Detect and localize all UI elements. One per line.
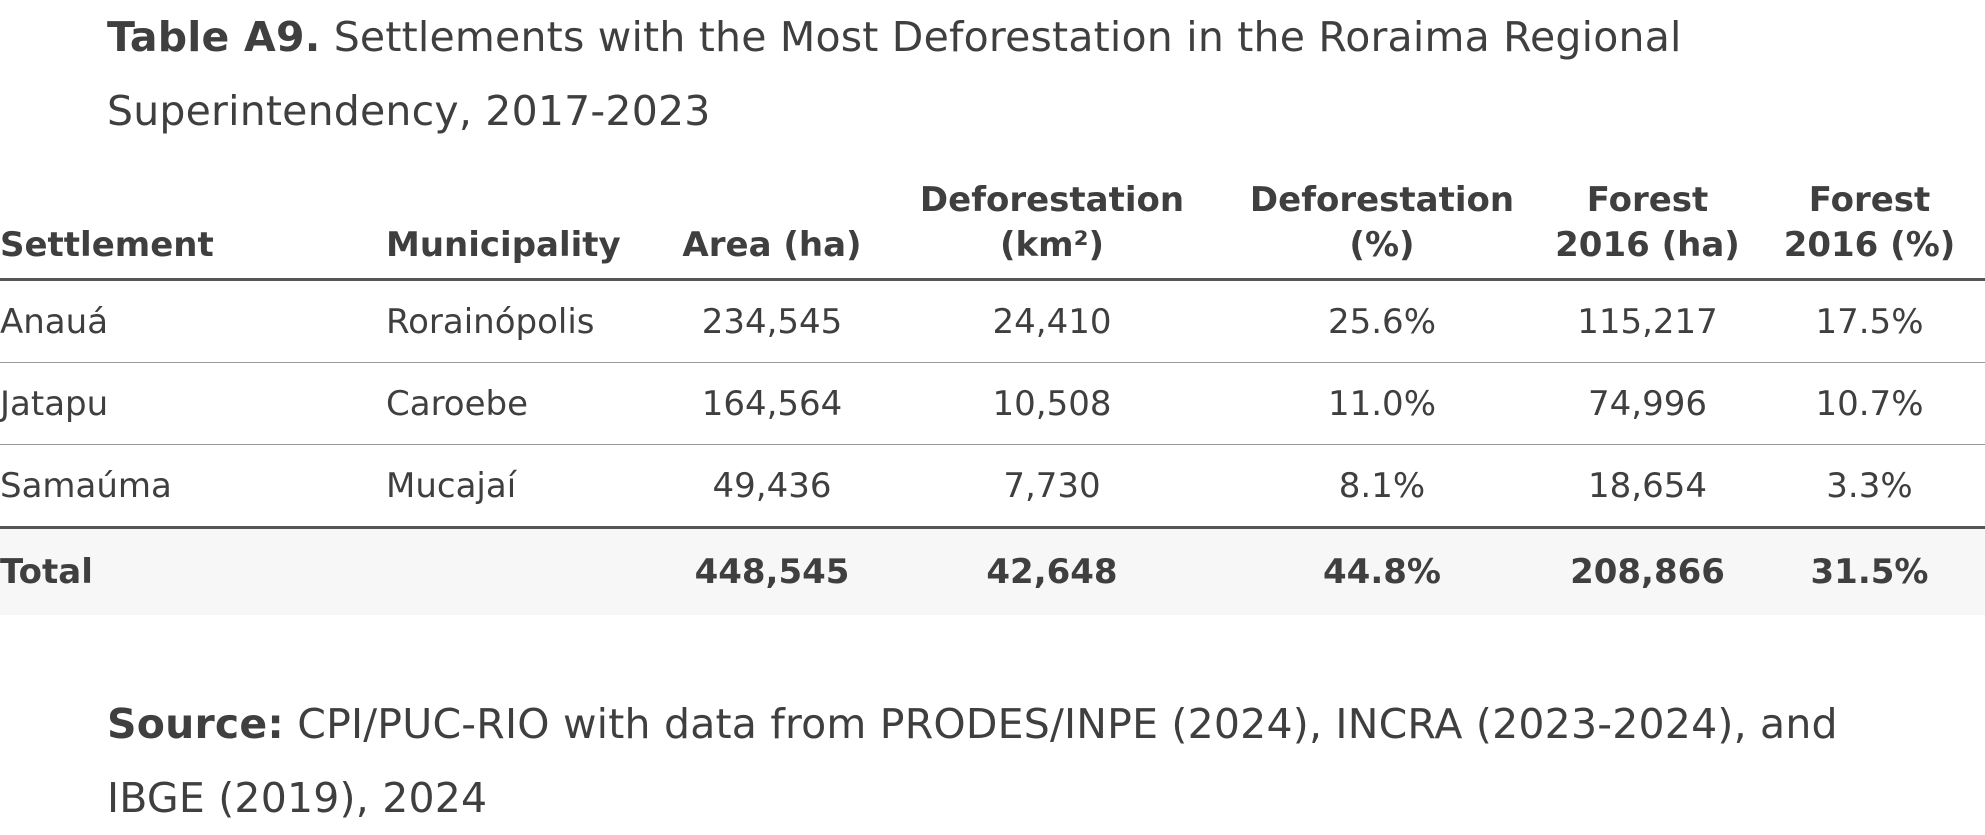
source-lead: Source: [107, 700, 285, 748]
deforestation-table: Settlement Municipality Area (ha) Defore… [0, 178, 1985, 615]
table-row: Samaúma Mucajaí 49,436 7,730 8.1% 18,654… [0, 444, 1985, 529]
col-header-forest-2016-ha: Forest 2016 (ha) [1541, 178, 1754, 281]
table-caption: Table A9. Settlements with the Most Defo… [107, 0, 1927, 148]
total-municipality [386, 527, 663, 615]
source-note: Source: CPI/PUC-RIO with data from PRODE… [107, 687, 1927, 835]
source-text: CPI/PUC-RIO with data from PRODES/INPE (… [107, 700, 1838, 822]
cell-area: 164,564 [663, 362, 881, 445]
total-deforestation-pct: 44.8% [1223, 527, 1541, 615]
total-forest-pct: 31.5% [1754, 527, 1985, 615]
cell-deforestation-km2: 7,730 [881, 444, 1223, 529]
cell-forest-ha: 18,654 [1541, 444, 1754, 529]
cell-area: 234,545 [663, 279, 881, 363]
cell-forest-pct: 10.7% [1754, 362, 1985, 445]
col-header-municipality: Municipality [386, 178, 663, 281]
cell-deforestation-pct: 8.1% [1223, 444, 1541, 529]
cell-settlement: Jatapu [0, 362, 386, 445]
cell-forest-pct: 17.5% [1754, 279, 1985, 363]
total-forest-ha: 208,866 [1541, 527, 1754, 615]
table-row: Anauá Rorainópolis 234,545 24,410 25.6% … [0, 279, 1985, 363]
caption-text: Settlements with the Most Deforestation … [107, 13, 1682, 135]
cell-deforestation-km2: 10,508 [881, 362, 1223, 445]
cell-deforestation-pct: 11.0% [1223, 362, 1541, 445]
cell-municipality: Rorainópolis [386, 279, 663, 363]
cell-deforestation-pct: 25.6% [1223, 279, 1541, 363]
cell-forest-ha: 74,996 [1541, 362, 1754, 445]
caption-lead: Table A9. [107, 13, 321, 61]
col-header-settlement: Settlement [0, 178, 386, 281]
cell-forest-ha: 115,217 [1541, 279, 1754, 363]
cell-municipality: Caroebe [386, 362, 663, 445]
total-area: 448,545 [663, 527, 881, 615]
cell-settlement: Anauá [0, 279, 386, 363]
header-row: Settlement Municipality Area (ha) Defore… [0, 178, 1985, 281]
cell-settlement: Samaúma [0, 444, 386, 529]
col-header-deforestation-km2: Deforestation (km²) [881, 178, 1223, 281]
col-header-forest-2016-pct: Forest 2016 (%) [1754, 178, 1985, 281]
cell-deforestation-km2: 24,410 [881, 279, 1223, 363]
cell-area: 49,436 [663, 444, 881, 529]
total-row: Total 448,545 42,648 44.8% 208,866 31.5% [0, 527, 1985, 615]
cell-municipality: Mucajaí [386, 444, 663, 529]
table-row: Jatapu Caroebe 164,564 10,508 11.0% 74,9… [0, 362, 1985, 445]
col-header-deforestation-pct: Deforestation (%) [1223, 178, 1541, 281]
total-deforestation-km2: 42,648 [881, 527, 1223, 615]
cell-forest-pct: 3.3% [1754, 444, 1985, 529]
total-label: Total [0, 527, 386, 615]
col-header-area: Area (ha) [663, 178, 881, 281]
